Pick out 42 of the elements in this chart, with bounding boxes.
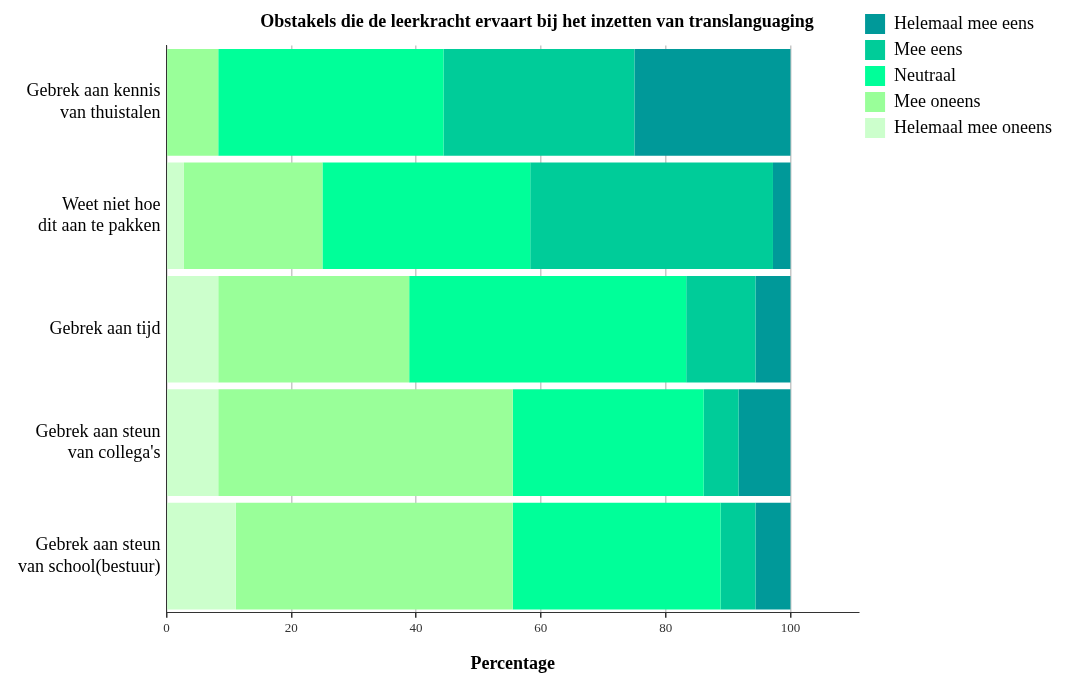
bar — [772, 162, 791, 270]
bar — [755, 502, 791, 610]
y-tick-label: Weet niet hoe dit aan te pakken — [38, 193, 161, 236]
bar — [218, 49, 444, 156]
x-tick-label: 40 — [409, 620, 423, 636]
bar — [409, 275, 687, 383]
legend-label: Mee oneens — [894, 90, 981, 111]
y-tick-label: Gebrek aan tijd — [49, 317, 161, 338]
legend-label: Helemaal mee oneens — [894, 116, 1052, 137]
bar — [322, 162, 531, 270]
y-tick-label: Gebrek aan kennis van thuistalen — [26, 80, 161, 122]
x-tick-label: 80 — [659, 620, 673, 636]
chart-title: Obstakels die de leerkracht ervaart bij het inzetten van translanguaging — [260, 11, 814, 32]
x-tick-label: 0 — [163, 620, 170, 636]
bar — [443, 49, 635, 156]
bar — [703, 389, 739, 496]
bar — [218, 275, 410, 383]
y-tick-label: Gebrek aan steun van school(bestuur) — [17, 534, 161, 577]
y-tick-label: Gebrek aan steun van collega's — [35, 420, 161, 463]
x-tick-label: 60 — [534, 620, 548, 636]
bar — [634, 49, 791, 156]
bar — [755, 275, 791, 383]
bar — [167, 502, 236, 610]
bar — [167, 162, 184, 270]
bar — [167, 49, 219, 156]
bar — [738, 389, 791, 496]
bar — [720, 502, 756, 610]
x-axis-title: Percentage — [470, 652, 556, 673]
bar — [183, 162, 323, 270]
legend-label: Mee eens — [894, 38, 963, 59]
bar — [512, 502, 721, 610]
bar — [167, 275, 219, 383]
x-tick-label: 20 — [284, 620, 298, 636]
bar — [167, 389, 219, 496]
x-tick-label: 100 — [780, 620, 801, 636]
legend-label: Neutraal — [894, 64, 957, 85]
bar — [686, 275, 756, 383]
bar — [218, 389, 513, 496]
bar — [512, 389, 704, 496]
legend-label: Helemaal mee eens — [894, 12, 1034, 33]
bar — [235, 502, 513, 610]
bar — [530, 162, 773, 270]
